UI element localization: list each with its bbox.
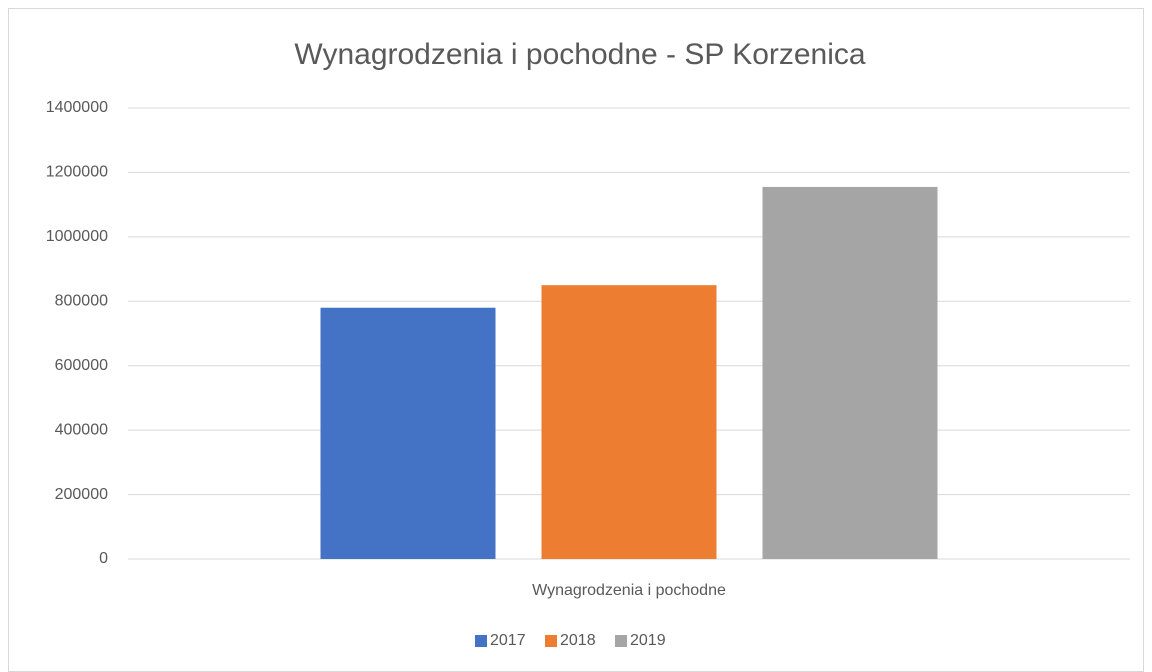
y-tick-label: 200000 xyxy=(55,486,108,503)
y-tick-label: 1000000 xyxy=(46,228,108,245)
chart-title: Wynagrodzenia i pochodne - SP Korzenica xyxy=(294,38,866,71)
y-tick-label: 400000 xyxy=(55,421,108,438)
legend-swatch xyxy=(475,635,487,647)
y-tick-label: 0 xyxy=(99,550,108,567)
bar xyxy=(762,186,938,560)
bar xyxy=(320,307,496,559)
y-tick-label: 1400000 xyxy=(46,99,108,116)
legend-label: 2019 xyxy=(630,632,666,649)
y-tick-label: 800000 xyxy=(55,293,108,310)
y-tick-label: 600000 xyxy=(55,357,108,374)
y-tick-label: 1200000 xyxy=(46,164,108,181)
legend-label: 2018 xyxy=(560,632,596,649)
legend-swatch xyxy=(615,635,627,647)
legend-swatch xyxy=(545,635,557,647)
legend-label: 2017 xyxy=(490,632,526,649)
bar xyxy=(541,285,717,559)
x-tick-label: Wynagrodzenia i pochodne xyxy=(532,582,726,599)
